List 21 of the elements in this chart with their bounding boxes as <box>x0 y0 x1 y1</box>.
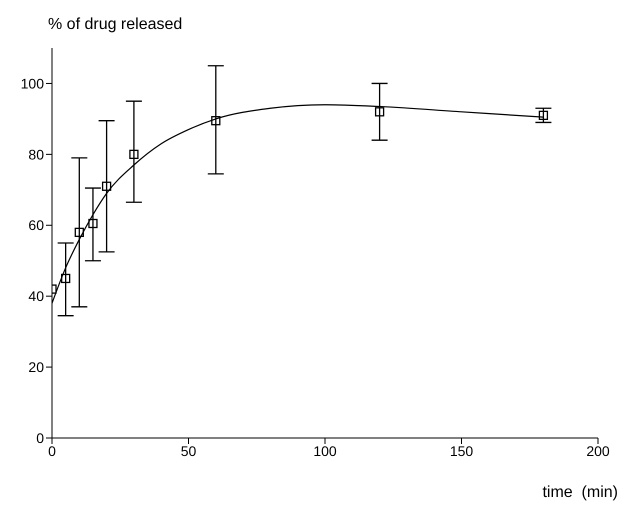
y-tick-label: 100 <box>20 75 44 92</box>
point <box>374 107 384 116</box>
x-tick-label: 100 <box>313 442 337 459</box>
point <box>538 110 548 120</box>
point <box>74 228 84 238</box>
y-tick-label: 80 <box>28 146 44 162</box>
y-tick-label: 0 <box>36 430 44 446</box>
point <box>88 218 98 228</box>
x-tick-label: 0 <box>48 442 56 459</box>
point <box>61 274 70 284</box>
x-tick-label: 150 <box>450 442 474 459</box>
y-tick-label: 40 <box>28 288 44 304</box>
y-axis-title: % of drug released <box>48 16 182 34</box>
point <box>102 182 112 191</box>
point <box>211 116 220 126</box>
y-tick-label: 20 <box>28 359 44 376</box>
point <box>129 150 139 160</box>
y-tick-label: 60 <box>28 217 44 234</box>
x-axis-title: time (min) <box>542 484 618 502</box>
x-tick-label: 50 <box>180 442 196 459</box>
x-tick-label: 200 <box>586 442 610 459</box>
